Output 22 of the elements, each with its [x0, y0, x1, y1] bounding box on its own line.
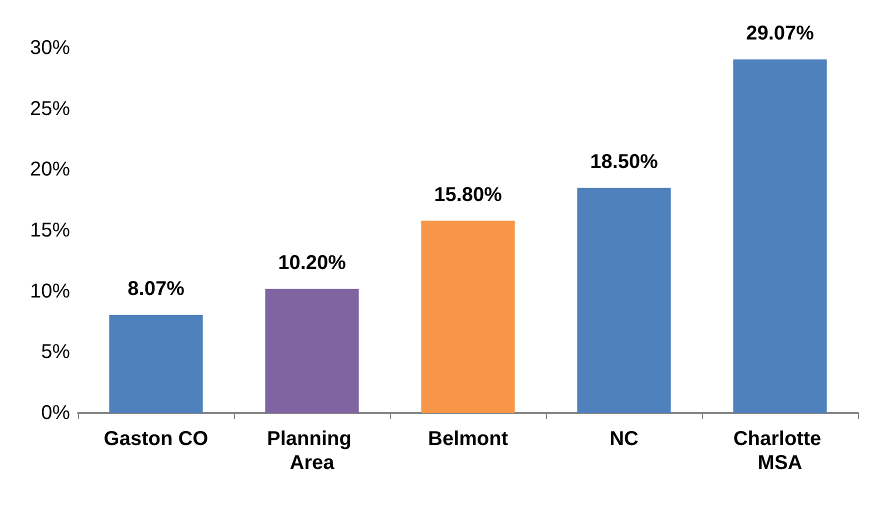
data-label: 29.07%: [746, 22, 814, 44]
y-tick-label: 30%: [30, 37, 70, 59]
bar: [109, 314, 203, 413]
x-tick-label: NC: [610, 428, 638, 450]
y-tick-label: 20%: [30, 158, 70, 181]
y-tick-label: 0%: [41, 402, 70, 424]
x-tick-label: Charlotte MSA: [733, 428, 827, 474]
data-label: 10.20%: [278, 252, 346, 274]
x-tick-label: Gaston CO: [104, 428, 208, 450]
x-tick-label: Planning Area: [267, 428, 357, 474]
y-tick-label: 5%: [41, 341, 70, 364]
bar: [733, 59, 827, 413]
data-label: 8.07%: [128, 278, 185, 300]
bar: [265, 288, 359, 413]
y-tick-label: 25%: [30, 98, 70, 120]
bar: [577, 188, 671, 413]
y-tick-label: 10%: [30, 280, 70, 302]
data-label: 15.80%: [434, 184, 502, 206]
data-label: 18.50%: [590, 150, 658, 173]
x-tick-label: Belmont: [428, 428, 508, 450]
bar: [421, 220, 515, 413]
y-tick-label: 15%: [30, 220, 70, 242]
